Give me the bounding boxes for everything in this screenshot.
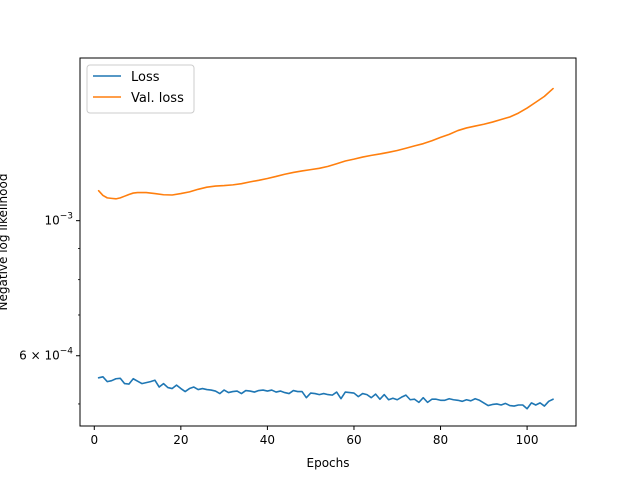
plot-frame xyxy=(79,57,577,427)
legend-box xyxy=(86,64,195,114)
x-tick-label: 20 xyxy=(173,433,188,447)
legend-label-loss: Loss xyxy=(131,70,160,85)
y-axis-label: Negative log likelihood xyxy=(0,174,10,311)
x-tick-label: 100 xyxy=(516,433,539,447)
tick-layer: 0 20 40 60 80 100 10−3 6 × 10−4 xyxy=(19,212,538,447)
x-tick-label: 60 xyxy=(346,433,361,447)
legend: Loss Val. loss xyxy=(86,64,195,114)
y-tick-label: 10−3 xyxy=(44,212,73,228)
series-line-val-loss xyxy=(97,87,554,200)
y-tick-label: 6 × 10−4 xyxy=(19,347,73,363)
series-layer xyxy=(97,87,554,410)
legend-label-val-loss: Val. loss xyxy=(131,91,184,106)
x-tick-label: 40 xyxy=(260,433,275,447)
x-tick-label: 80 xyxy=(433,433,448,447)
plot-area xyxy=(80,58,576,426)
x-tick-label: 0 xyxy=(90,433,98,447)
series-line-loss xyxy=(97,376,554,410)
x-axis-label: Epochs xyxy=(307,456,350,470)
